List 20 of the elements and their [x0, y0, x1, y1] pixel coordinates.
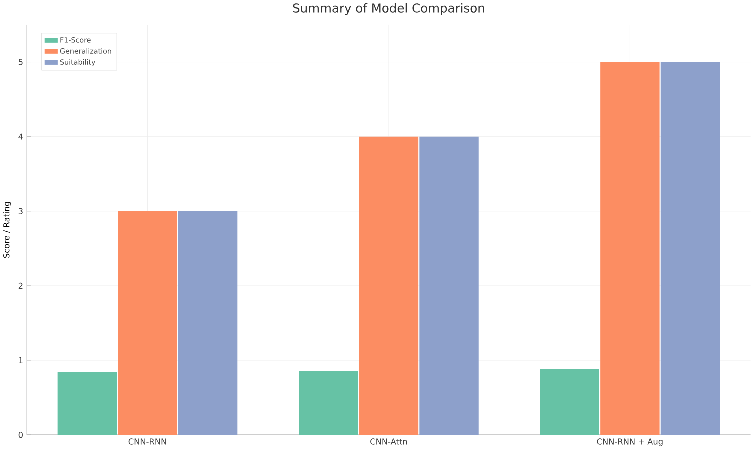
- chart-title: Summary of Model Comparison: [293, 3, 484, 16]
- y-tick-label: 1: [19, 358, 23, 364]
- bar: [540, 370, 600, 436]
- x-tick-label: CNN-RNN + Aug: [597, 438, 663, 447]
- y-axis-title: Score / Rating: [3, 202, 12, 258]
- bar: [600, 62, 660, 436]
- y-tick-label: 2: [18, 282, 23, 290]
- y-tick-label: 4: [18, 134, 24, 140]
- bar: [420, 136, 479, 436]
- y-tick-label: 0: [18, 432, 23, 438]
- bar: [660, 62, 720, 436]
- bar: [118, 211, 178, 436]
- x-tick-label: CNN-Attn: [370, 438, 408, 445]
- bar: [299, 371, 358, 436]
- y-tick-label: 5: [18, 59, 23, 66]
- bar: [178, 211, 238, 436]
- bar: [359, 136, 419, 436]
- x-tick-label: CNN-RNN: [128, 438, 166, 445]
- bar: [58, 372, 118, 436]
- y-tick-label: 3: [18, 208, 23, 215]
